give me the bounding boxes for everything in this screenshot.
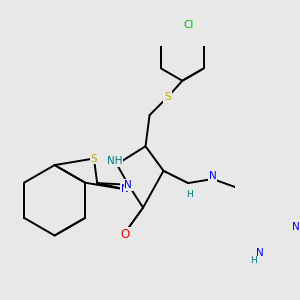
- Text: N: N: [121, 184, 128, 194]
- Text: N: N: [292, 223, 300, 232]
- Text: N: N: [209, 171, 217, 181]
- Text: H: H: [250, 256, 257, 265]
- Text: S: S: [91, 154, 97, 164]
- Text: H: H: [186, 190, 193, 199]
- Text: O: O: [120, 228, 130, 241]
- Text: N: N: [256, 248, 264, 257]
- Text: Cl: Cl: [184, 20, 194, 30]
- Text: NH: NH: [106, 156, 122, 166]
- Text: S: S: [164, 92, 171, 102]
- Text: N: N: [124, 180, 132, 190]
